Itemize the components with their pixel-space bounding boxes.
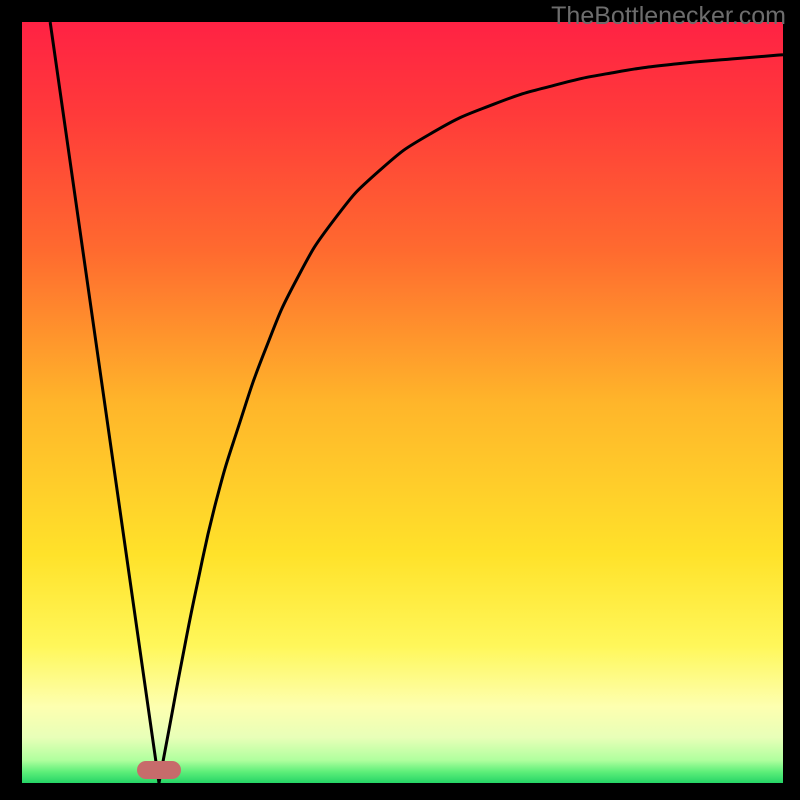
- chart-canvas: TheBottlenecker.com: [0, 0, 800, 800]
- bottleneck-curve: [0, 0, 800, 800]
- watermark-text: TheBottlenecker.com: [551, 2, 786, 31]
- optimal-zone-marker: [137, 761, 181, 779]
